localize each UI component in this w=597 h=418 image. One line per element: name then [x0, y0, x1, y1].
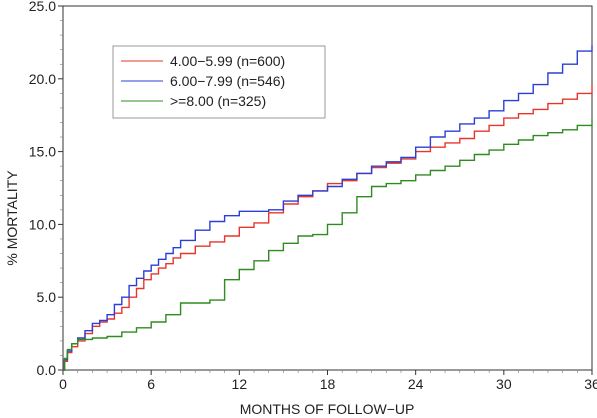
y-tick-label: 25.0: [29, 0, 56, 14]
series-line-2: [63, 45, 593, 371]
y-axis-title: % MORTALITY: [4, 170, 20, 266]
y-tick-label: 10.0: [29, 216, 56, 232]
x-axis-title: MONTHS OF FOLLOW−UP: [240, 401, 415, 417]
legend-box: [112, 45, 326, 119]
series-lines: [63, 45, 593, 371]
y-tick-label: 15.0: [29, 144, 56, 160]
x-tick-label: 6: [147, 376, 155, 392]
y-tick-label: 0.0: [37, 362, 57, 378]
ticks: 0 6 12 18 24 30 36 0.0 5.0 10.0 15.0 20.0 25.0: [29, 0, 597, 392]
series-line-3: [63, 119, 593, 371]
legend-label-3: >=8.00 (n=325): [170, 93, 266, 109]
x-tick-label: 0: [59, 376, 67, 392]
x-tick-label: 36: [584, 376, 597, 392]
legend-label-2: 6.00−7.99 (n=546): [170, 73, 285, 89]
x-tick-label: 12: [232, 376, 248, 392]
legend: 4.00−5.99 (n=600) 6.00−7.99 (n=546) >=8.00…: [112, 45, 326, 119]
y-tick-label: 20.0: [29, 71, 56, 87]
legend-label-1: 4.00−5.99 (n=600): [170, 53, 285, 69]
y-tick-label: 5.0: [37, 289, 57, 305]
x-tick-label: 24: [408, 376, 424, 392]
x-tick-label: 30: [496, 376, 512, 392]
x-tick-label: 18: [320, 376, 336, 392]
